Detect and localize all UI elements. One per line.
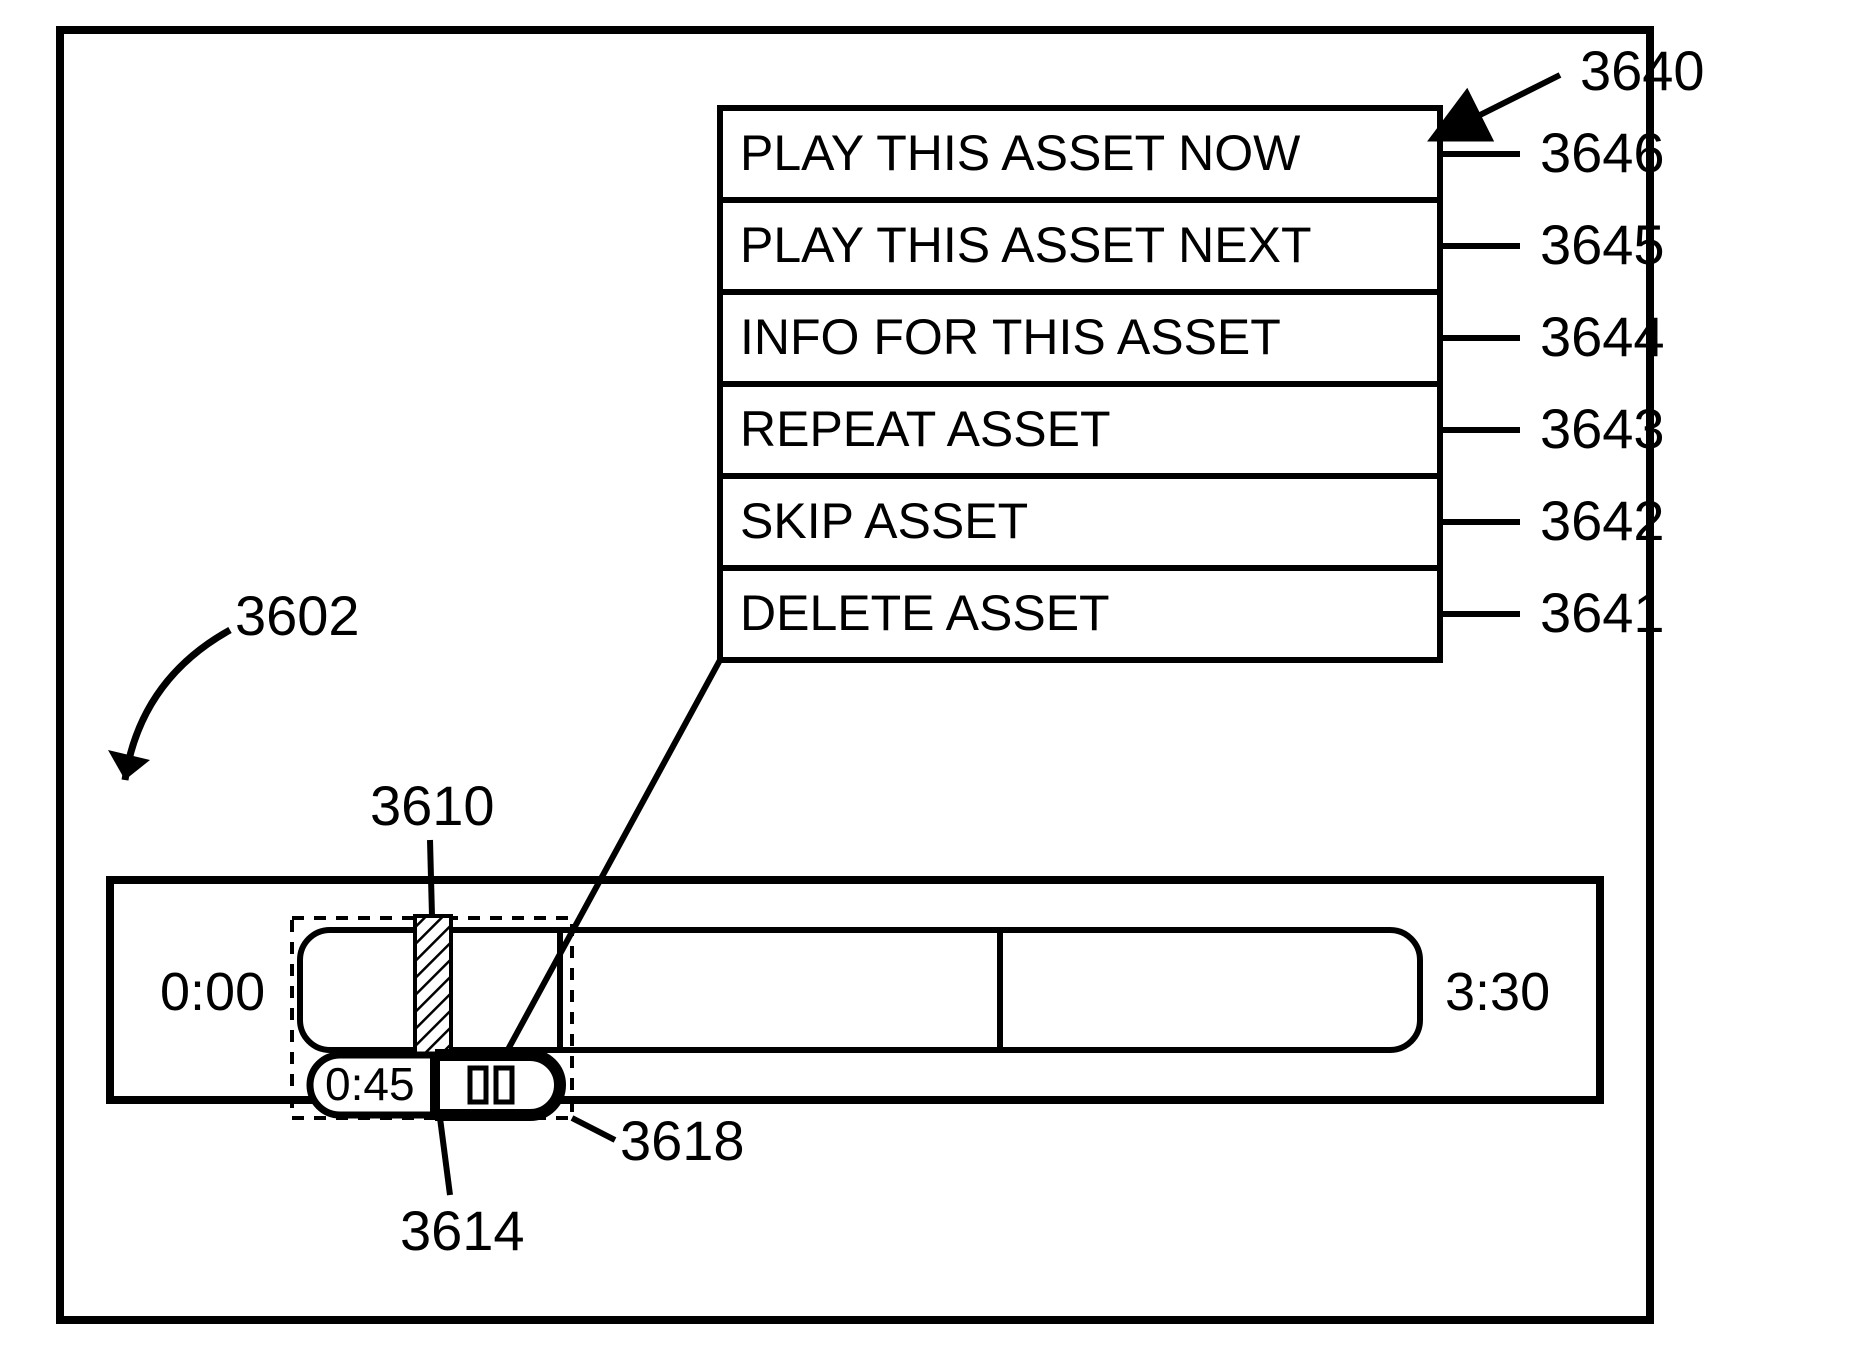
ref-3644: 3644 — [1540, 305, 1665, 368]
ref-3642: 3642 — [1540, 489, 1665, 552]
menu-item-5[interactable]: DELETE ASSET — [740, 585, 1110, 641]
ref-3641: 3641 — [1540, 581, 1665, 644]
time-bubble[interactable]: 0:45 — [310, 1055, 560, 1115]
time-end: 3:30 — [1445, 962, 1550, 1022]
timeline-track[interactable] — [300, 930, 1420, 1050]
playhead-marker[interactable] — [415, 916, 451, 1054]
ref-3646: 3646 — [1540, 121, 1665, 184]
ref-3614: 3614 — [400, 1199, 525, 1262]
ref-3602: 3602 — [235, 584, 360, 647]
menu-ref-labels: 3640 3646 3645 3644 3643 3642 3641 — [1440, 39, 1705, 644]
arrow-3602 — [125, 630, 230, 780]
ref-3645: 3645 — [1540, 213, 1665, 276]
ref-3618: 3618 — [620, 1109, 745, 1172]
menu-item-2[interactable]: INFO FOR THIS ASSET — [740, 309, 1281, 365]
time-start: 0:00 — [160, 962, 265, 1022]
menu-item-3[interactable]: REPEAT ASSET — [740, 401, 1111, 457]
bubble-time: 0:45 — [325, 1058, 415, 1110]
figure-svg: PLAY THIS ASSET NOW PLAY THIS ASSET NEXT… — [0, 0, 1854, 1353]
ref-3640: 3640 — [1580, 39, 1705, 102]
menu-item-1[interactable]: PLAY THIS ASSET NEXT — [740, 217, 1312, 273]
figure-stage: PLAY THIS ASSET NOW PLAY THIS ASSET NEXT… — [0, 0, 1854, 1353]
ref-3610: 3610 — [370, 774, 495, 837]
menu-item-4[interactable]: SKIP ASSET — [740, 493, 1028, 549]
ref-3643: 3643 — [1540, 397, 1665, 460]
menu-box: PLAY THIS ASSET NOW PLAY THIS ASSET NEXT… — [720, 108, 1440, 660]
menu-item-0[interactable]: PLAY THIS ASSET NOW — [740, 125, 1301, 181]
